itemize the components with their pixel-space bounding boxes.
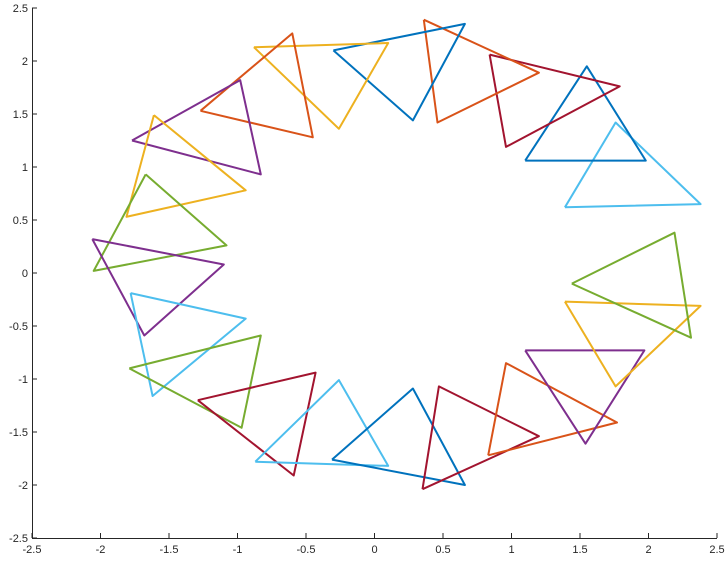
triangle-series-line [131,79,262,176]
triangle-series-line [421,385,540,491]
x-tick-label: 1.5 [572,544,587,556]
triangle-series-line [92,173,228,272]
triangle-series-line [91,238,225,337]
y-tick-label: 2 [22,56,28,68]
triangle-series-line [331,387,466,486]
y-tick-label: -2 [18,480,28,492]
x-tick-label: -1.5 [160,544,179,556]
triangle-series-line [129,292,247,397]
y-tick-label: -1.5 [9,427,28,439]
x-tick-label: 2.5 [709,544,724,556]
triangle-series-line [128,334,262,429]
y-tick-label: -1 [18,374,28,386]
x-tick-label: 2 [645,544,651,556]
triangle-series-line [571,231,692,339]
triangle-series-line [487,362,618,457]
triangle-series-line [524,65,647,162]
triangle-series-line [524,349,646,445]
y-tick-label: 1 [22,162,28,174]
x-tick-label: -2.5 [23,544,42,556]
series-layer [91,18,702,491]
y-tick-label: 1.5 [13,109,28,121]
triangle-series-line [199,32,314,139]
axes: -2.5 -2 -1.5 -1 -0.5 0 0.5 1 1.5 2 2.5 -2.5-2-1.5-… [9,3,725,556]
triangle-series-line [125,114,247,218]
triangle-series-line [488,53,621,148]
triangle-series-line [197,371,317,477]
triangle-series-line [564,121,702,209]
triangle-series-line [253,42,390,130]
x-tick-label: -2 [96,544,106,556]
x-tick-label: 1 [508,544,514,556]
x-tick-label: 0 [371,544,377,556]
triangle-series-line [332,22,466,122]
y-tick-label: 0.5 [13,215,28,227]
y-tick-label: -0.5 [9,321,28,333]
y-tick-label: -2.5 [9,533,28,545]
triangle-series-line [564,300,702,388]
triangle-series-line [422,18,540,124]
y-ticks: -2.5 -2 -1.5 -1 -0.5 0 0.5 1 1.5 2 2.5 [9,3,37,545]
x-tick-label: -1 [233,544,243,556]
x-tick-label: 0.5 [435,544,450,556]
y-tick-label: 0 [22,268,28,280]
triangle-series-line [254,379,390,467]
y-tick-label: 2.5 [13,3,28,15]
x-ticks: -2.5 -2 -1.5 -1 -0.5 0 0.5 1 1.5 2 2.5 [23,533,725,556]
x-tick-label: -0.5 [297,544,316,556]
